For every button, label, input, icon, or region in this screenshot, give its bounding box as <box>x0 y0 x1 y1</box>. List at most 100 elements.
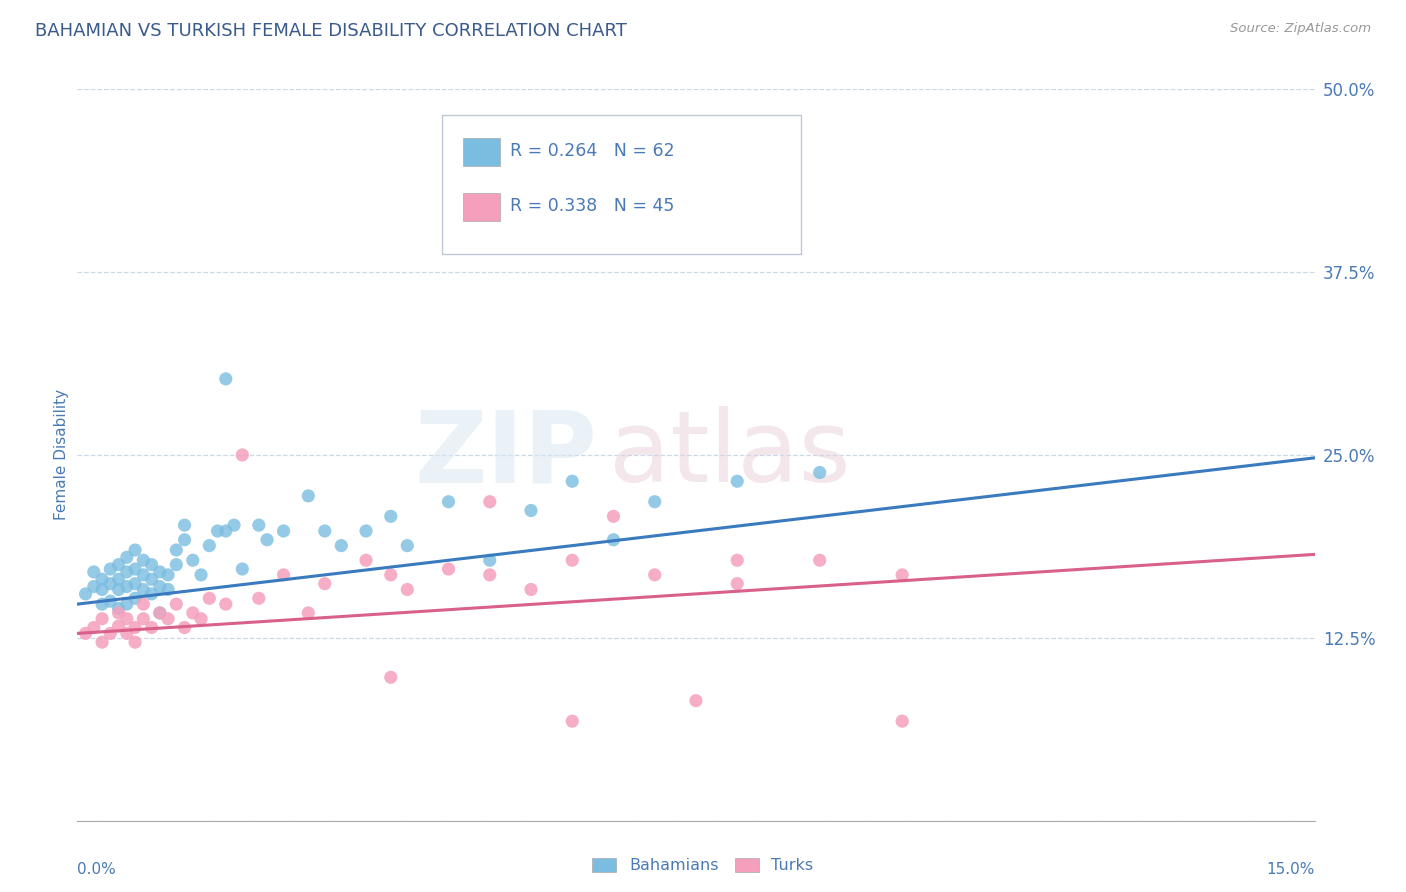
Point <box>198 591 221 606</box>
Point <box>478 182 501 196</box>
Point <box>644 567 666 582</box>
Point <box>157 612 180 626</box>
Point <box>181 553 204 567</box>
Point <box>396 539 419 553</box>
Point <box>141 572 163 586</box>
Point <box>181 606 204 620</box>
Point <box>149 580 172 594</box>
Point <box>478 553 501 567</box>
Point <box>231 562 253 576</box>
Point <box>380 567 402 582</box>
Point <box>124 562 146 576</box>
Point <box>173 533 195 547</box>
Point <box>520 503 543 517</box>
FancyBboxPatch shape <box>464 138 501 166</box>
Point <box>141 587 163 601</box>
Point <box>725 576 748 591</box>
Point <box>561 714 583 728</box>
Point <box>132 553 155 567</box>
Point <box>380 670 402 684</box>
Point <box>98 626 121 640</box>
Point <box>75 587 97 601</box>
Point <box>354 553 377 567</box>
FancyBboxPatch shape <box>464 193 501 221</box>
Point <box>107 606 129 620</box>
Point <box>173 518 195 533</box>
Point <box>157 582 180 597</box>
Point <box>808 466 831 480</box>
Point <box>149 565 172 579</box>
Point <box>190 612 212 626</box>
Point <box>190 567 212 582</box>
Point <box>141 621 163 635</box>
Point <box>198 539 221 553</box>
Point <box>107 619 129 633</box>
Point <box>115 550 138 565</box>
Point <box>115 597 138 611</box>
Text: ZIP: ZIP <box>415 407 598 503</box>
Point <box>231 448 253 462</box>
Point <box>520 582 543 597</box>
Text: R = 0.338   N = 45: R = 0.338 N = 45 <box>510 197 675 215</box>
Point <box>124 635 146 649</box>
Point <box>107 582 129 597</box>
Point <box>165 597 187 611</box>
Point <box>602 533 624 547</box>
Point <box>91 582 114 597</box>
Point <box>115 626 138 640</box>
Point <box>437 494 460 508</box>
Point <box>207 524 229 538</box>
Point <box>115 580 138 594</box>
Point <box>725 475 748 489</box>
Point <box>91 572 114 586</box>
Point <box>107 558 129 572</box>
Point <box>132 612 155 626</box>
Point <box>75 626 97 640</box>
Point <box>314 576 336 591</box>
Point <box>124 543 146 558</box>
Point <box>222 518 245 533</box>
Point <box>247 591 270 606</box>
Point <box>132 597 155 611</box>
Point <box>149 606 172 620</box>
Point <box>685 694 707 708</box>
Point <box>107 601 129 615</box>
Point <box>478 494 501 508</box>
Point <box>725 553 748 567</box>
Text: R = 0.264   N = 62: R = 0.264 N = 62 <box>510 143 675 161</box>
Point <box>115 565 138 579</box>
Point <box>215 372 238 386</box>
Point <box>83 580 105 594</box>
Point <box>354 524 377 538</box>
Point <box>98 594 121 608</box>
Point <box>330 539 353 553</box>
FancyBboxPatch shape <box>443 115 801 253</box>
Point <box>256 533 278 547</box>
Point <box>891 714 914 728</box>
Point <box>173 621 195 635</box>
Point <box>602 509 624 524</box>
Point <box>247 518 270 533</box>
Point <box>314 524 336 538</box>
Point <box>380 509 402 524</box>
Point <box>561 475 583 489</box>
Point <box>83 565 105 579</box>
Point <box>165 543 187 558</box>
Text: BAHAMIAN VS TURKISH FEMALE DISABILITY CORRELATION CHART: BAHAMIAN VS TURKISH FEMALE DISABILITY CO… <box>35 22 627 40</box>
Point <box>124 591 146 606</box>
Point <box>132 582 155 597</box>
Text: 15.0%: 15.0% <box>1267 863 1315 877</box>
Point <box>891 567 914 582</box>
Point <box>124 576 146 591</box>
Point <box>437 562 460 576</box>
Point <box>91 597 114 611</box>
Point <box>297 606 319 620</box>
Point <box>98 562 121 576</box>
Point <box>98 576 121 591</box>
Point <box>808 553 831 567</box>
Point <box>297 489 319 503</box>
Point <box>561 553 583 567</box>
Point <box>273 567 295 582</box>
Point <box>115 612 138 626</box>
Point <box>91 635 114 649</box>
